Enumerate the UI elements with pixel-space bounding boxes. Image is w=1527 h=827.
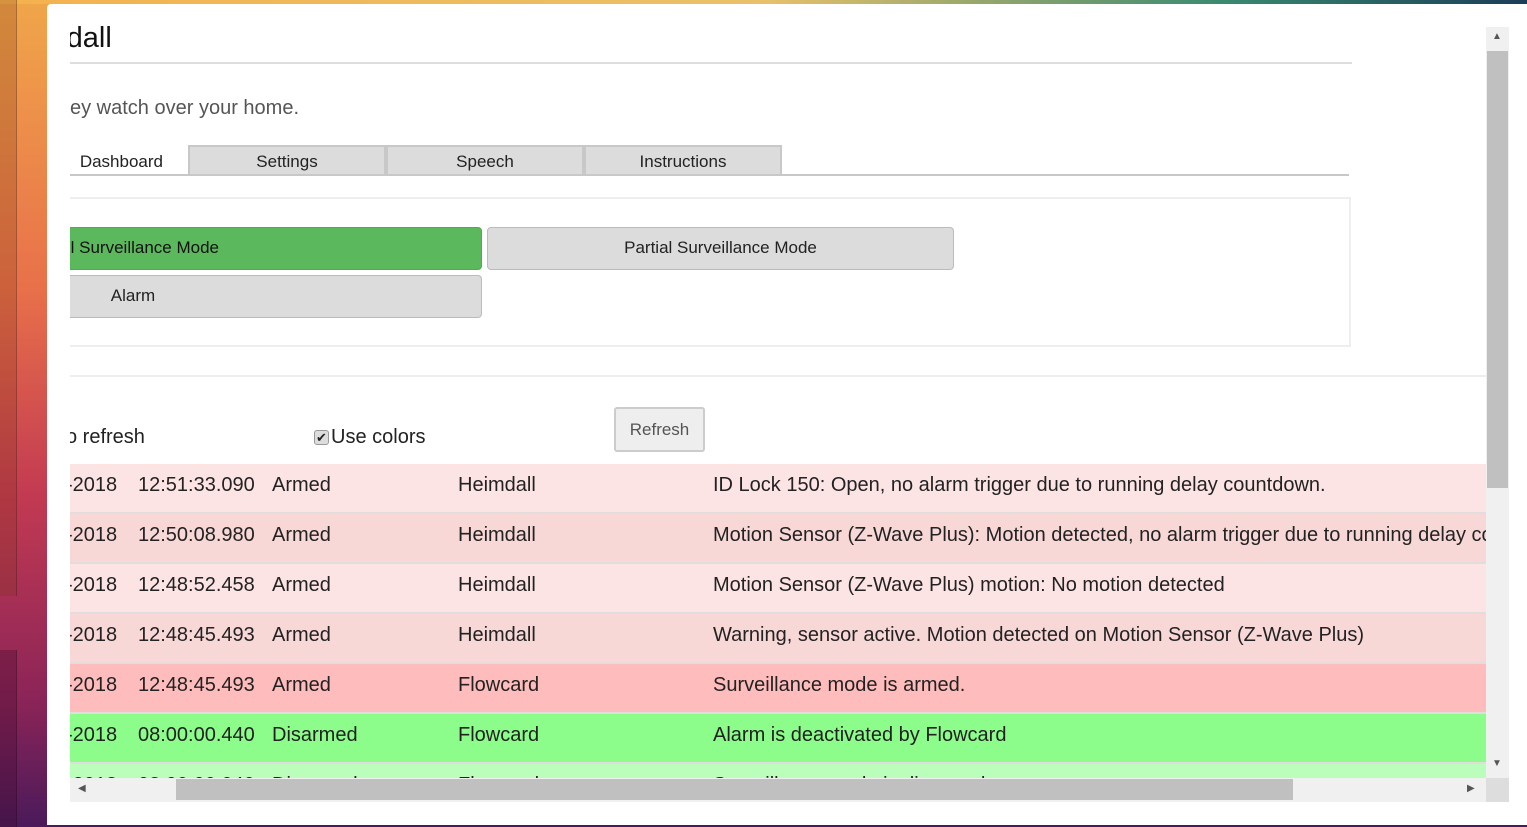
desktop-top-strip [0,0,1527,4]
scroll-up-icon[interactable]: ▲ [1492,31,1502,42]
cell-date: -2018 [70,764,117,778]
checkbox-checked-icon[interactable]: ✔ [314,430,329,445]
scrollbar-corner [1486,778,1509,802]
use-colors-label: Use colors [331,426,426,448]
cell-time: 12:48:45.493 [138,624,255,646]
cell-time: 12:51:33.090 [138,474,255,496]
cell-message: Motion Sensor (Z-Wave Plus): Motion dete… [713,524,1486,546]
cell-status: Armed [272,524,331,546]
table-row[interactable]: -2018 08:00:00.040 Disarmed Flowcard Surveil… [70,764,1486,778]
tab-instructions[interactable]: Instructions [584,145,782,176]
table-row[interactable]: -2018 12:48:45.493 Armed Heimdall Warning, s… [70,614,1486,664]
cell-date: -2018 [70,474,118,496]
partial-surveillance-button[interactable]: Partial Surveillance Mode [487,227,954,270]
table-row[interactable]: -2018 08:00:00.440 Disarmed Flowcard Alarm i… [70,714,1486,764]
background-window [0,0,17,596]
cell-status: Armed [272,624,331,646]
cell-message: Warning, sensor active. Motion detected … [713,624,1365,646]
cell-message: Surveillance mode is armed. [713,674,966,696]
horizontal-scroll-thumb[interactable] [176,779,1293,800]
vertical-scroll-thumb[interactable] [1487,51,1508,488]
cell-time: 12:48:52.458 [138,574,255,596]
refresh-button[interactable]: Refresh [614,407,705,452]
log-table: -2018 12:51:33.090 Armed Heimdall ID Lock 15… [70,464,1486,778]
cell-date: -2018 [70,624,118,646]
use-colors-checkbox[interactable]: ✔ Use colors [314,426,425,449]
cell-status: Armed [272,474,331,496]
background-window [0,650,17,827]
page-title: Heimdall [70,22,112,54]
cell-date: -2018 [70,674,118,696]
cell-time: 08:00:00.440 [138,724,255,746]
horizontal-scrollbar[interactable]: ◀ ▶ [70,778,1486,802]
cell-source: Heimdall [458,524,536,546]
cell-status: Disarmed [272,764,358,778]
cell-source: Heimdall [458,624,536,646]
scroll-right-icon[interactable]: ▶ [1467,783,1475,794]
content-viewport: Heimdall ey watch over your home. Dashbo… [70,4,1486,778]
table-row[interactable]: -2018 12:50:08.980 Armed Heimdall Motion Sen… [70,514,1486,564]
page-subtitle: ey watch over your home. [70,97,299,119]
mode-panel [70,197,1351,347]
full-surveillance-button[interactable]: Full Surveillance Mode [70,227,482,270]
cell-message: Motion Sensor (Z-Wave Plus) motion: No m… [713,574,1225,596]
scroll-down-icon[interactable]: ▼ [1492,758,1502,769]
cell-date: -2018 [70,524,118,546]
cell-source: Flowcard [458,724,540,746]
alarm-button[interactable]: Alarm [70,275,482,318]
divider [70,62,1352,64]
auto-refresh-label[interactable]: o refresh [70,426,145,448]
cell-source: Heimdall [458,574,536,596]
tab-dashboard[interactable]: Dashboard [70,145,187,176]
cell-status: Armed [272,674,331,696]
tab-speech[interactable]: Speech [386,145,584,176]
scroll-left-icon[interactable]: ◀ [78,783,86,794]
cell-time: 12:50:08.980 [138,524,255,546]
tab-underline [70,174,1349,176]
cell-date: -2018 [70,574,118,596]
table-row[interactable]: -2018 12:48:52.458 Armed Heimdall Motion Sen… [70,564,1486,614]
cell-message: Surveillance mode is disarmed. [713,764,991,778]
table-row[interactable]: -2018 12:51:33.090 Armed Heimdall ID Lock 15… [70,464,1486,514]
cell-source: Flowcard [458,674,540,696]
cell-status: Armed [272,574,331,596]
cell-time: 08:00:00.040 [138,764,255,778]
tab-settings[interactable]: Settings [188,145,386,176]
cell-status: Disarmed [272,724,358,746]
cell-source: Heimdall [458,474,536,496]
cell-time: 12:48:45.493 [138,674,255,696]
cell-message: ID Lock 150: Open, no alarm trigger due … [713,474,1326,496]
cell-date: -2018 [70,724,118,746]
table-row[interactable]: -2018 12:48:45.493 Armed Flowcard Surveillan… [70,664,1486,714]
cell-message: Alarm is deactivated by Flowcard [713,724,1007,746]
cell-source: Flowcard [458,764,539,778]
divider [70,375,1486,377]
vertical-scrollbar[interactable]: ▲ ▼ [1486,27,1509,778]
